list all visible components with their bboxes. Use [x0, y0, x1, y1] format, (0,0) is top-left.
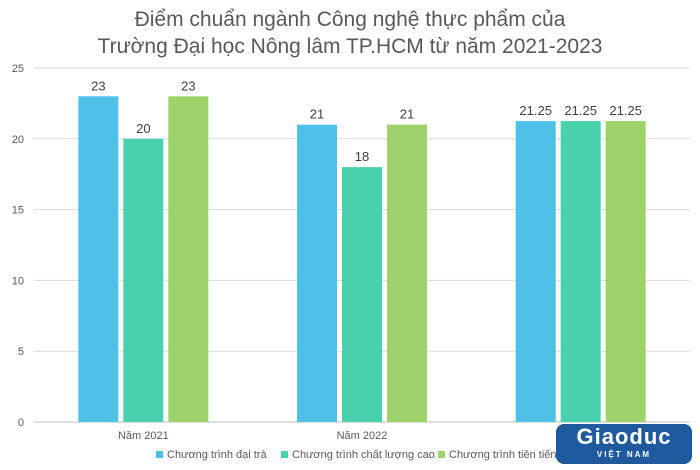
legend-label: Chương trình đại trà	[167, 449, 267, 461]
x-tick-label: Năm 2021	[118, 430, 169, 442]
legend-swatch	[438, 451, 445, 458]
data-label: 23	[181, 78, 195, 93]
legend-swatch	[156, 451, 163, 458]
chart-title: Điểm chuẩn ngành Công nghệ thực phẩm của…	[0, 6, 700, 60]
watermark-sub-text: VIỆT NAM	[596, 450, 652, 459]
legend-label: Chương trình chất lượng cao	[292, 449, 435, 461]
data-label: 23	[91, 78, 105, 93]
data-label: 21	[400, 107, 414, 122]
bar	[168, 96, 209, 422]
bar	[560, 121, 601, 422]
legend-label: Chương trình tiên tiến	[449, 449, 557, 461]
data-label: 21.25	[564, 103, 597, 118]
bar	[123, 138, 164, 423]
y-tick-label: 5	[18, 346, 24, 358]
y-tick-label: 25	[12, 63, 24, 75]
data-label: 21	[310, 107, 324, 122]
bar	[387, 124, 427, 422]
legend-swatch	[281, 451, 288, 458]
y-tick-label: 0	[18, 417, 24, 429]
data-label: 21.25	[519, 103, 552, 118]
bar	[78, 96, 119, 422]
y-tick-label: 15	[12, 205, 24, 217]
chart-title-line-2: Trường Đại học Nông lâm TP.HCM từ năm 20…	[97, 35, 603, 58]
watermark-main-text: Giaoduc	[576, 424, 672, 449]
chart-title-line-1: Điểm chuẩn ngành Công nghệ thực phẩm của	[134, 8, 566, 31]
bar	[297, 124, 337, 422]
x-tick-label: Năm 2022	[337, 430, 388, 442]
giaoduc-logo-watermark: Giaoduc VIỆT NAM	[556, 424, 692, 464]
y-tick-label: 10	[12, 275, 24, 287]
data-label: 21.25	[609, 103, 642, 118]
data-label: 20	[136, 121, 150, 136]
bar	[342, 167, 382, 422]
bar	[515, 121, 556, 422]
data-label: 18	[355, 149, 369, 164]
bar	[605, 121, 646, 422]
y-tick-label: 20	[12, 134, 24, 146]
